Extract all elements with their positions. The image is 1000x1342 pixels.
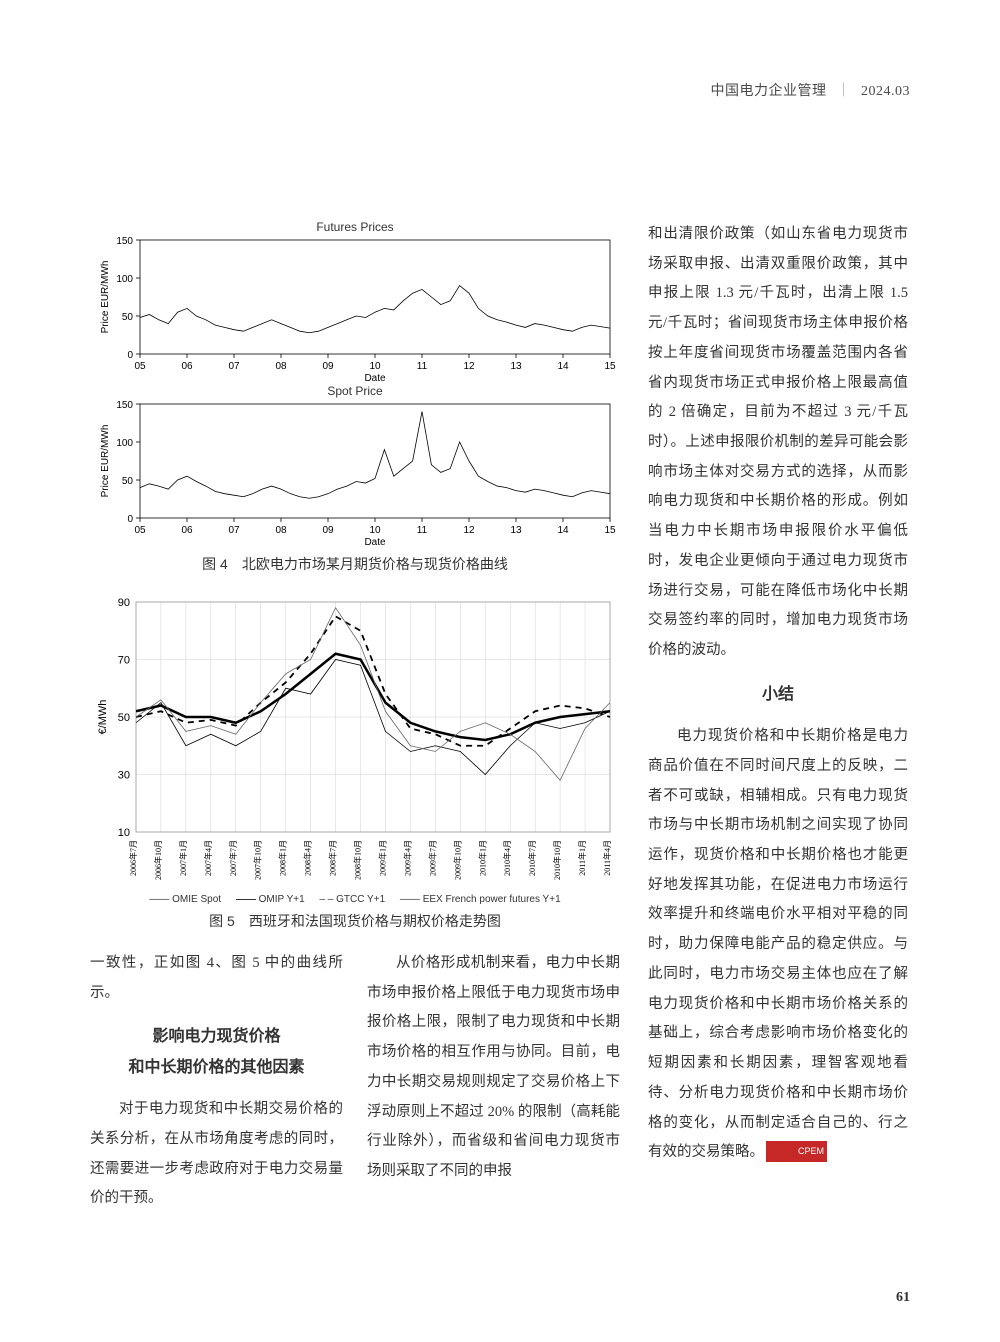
svg-text:2007年1月: 2007年1月	[178, 840, 188, 876]
mid-para-1: 从价格形成机制来看，电力中长期市场申报价格上限低于电力现货市场申报价格上限，限制…	[367, 949, 620, 1187]
svg-text:13: 13	[510, 525, 522, 536]
svg-text:70: 70	[118, 655, 130, 667]
svg-text:06: 06	[181, 525, 193, 536]
fig4-caption: 图 4 北欧电力市场某月期货价格与现货价格曲线	[90, 554, 620, 574]
svg-text:08: 08	[275, 361, 287, 372]
fig4-panel1-title: Futures Prices	[90, 220, 620, 234]
svg-text:14: 14	[557, 361, 569, 372]
figure-4: Futures Prices 0501001500506070809101112…	[90, 220, 620, 574]
svg-text:13: 13	[510, 361, 522, 372]
fig4-futures-chart: 0 50 100 150 05 06 07 08 09 10 11 12 13 14 15 Price EUR…	[90, 234, 620, 384]
svg-text:Price EUR/MWh: Price EUR/MWh	[100, 261, 111, 334]
svg-text:100: 100	[116, 274, 133, 285]
svg-text:2011年4月: 2011年4月	[602, 840, 612, 876]
svg-text:11: 11	[417, 525, 428, 536]
svg-text:2010年4月: 2010年4月	[502, 840, 512, 876]
fig4-spot-chart: 0 50 100 150 05 06 07 08 09 10 11 12 13 14 15 Price EUR…	[90, 398, 620, 548]
fig4-panel2-title: Spot Price	[90, 384, 620, 398]
svg-text:10: 10	[118, 827, 130, 839]
svg-text:10: 10	[369, 361, 381, 372]
svg-text:2006年10月: 2006年10月	[153, 840, 163, 880]
fig5-legend: —— OMIE Spot —— OMIP Y+1 – – GTCC Y+1 ——…	[90, 894, 620, 905]
right-column: 和出清限价政策（如山东省电力现货市场采取申报、出清双重限价政策，其中申报上限 1…	[648, 220, 908, 1214]
svg-text:14: 14	[557, 525, 569, 536]
svg-text:2007年7月: 2007年7月	[228, 840, 238, 876]
svg-text:50: 50	[122, 476, 134, 487]
intro-line: 一致性，正如图 4、图 5 中的曲线所示。	[90, 949, 343, 1008]
svg-text:Price EUR/MWh: Price EUR/MWh	[100, 425, 111, 498]
svg-text:2008年1月: 2008年1月	[278, 840, 288, 876]
svg-text:07: 07	[228, 361, 240, 372]
svg-text:150: 150	[116, 400, 133, 411]
legend-omip: —— OMIP Y+1	[236, 894, 305, 905]
svg-text:15: 15	[604, 525, 616, 536]
svg-text:05: 05	[134, 525, 146, 536]
svg-text:06: 06	[181, 361, 193, 372]
svg-text:2011年1月: 2011年1月	[577, 840, 587, 876]
svg-text:0: 0	[127, 350, 133, 361]
lower-left-col: 一致性，正如图 4、图 5 中的曲线所示。 影响电力现货价格 和中长期价格的其他…	[90, 949, 343, 1214]
header-separator: ｜	[837, 84, 852, 99]
svg-text:2009年1月: 2009年1月	[377, 840, 387, 876]
svg-text:30: 30	[118, 770, 130, 782]
svg-text:90: 90	[118, 597, 130, 609]
section-heading-factors: 影响电力现货价格 和中长期价格的其他因素	[90, 1022, 343, 1083]
svg-text:2010年7月: 2010年7月	[527, 840, 537, 876]
svg-text:12: 12	[463, 361, 475, 372]
page-number: 61	[896, 1290, 910, 1306]
svg-text:2009年10月: 2009年10月	[452, 840, 462, 880]
legend-omie-spot: —— OMIE Spot	[149, 894, 221, 905]
page-header: 中国电力企业管理 ｜ 2024.03	[90, 80, 910, 100]
figure-5: 10 30 50 70 90 2006年7月 2006年10月 2007年1月 2007年4月 2…	[90, 592, 620, 931]
svg-text:08: 08	[275, 525, 287, 536]
svg-text:50: 50	[118, 712, 130, 724]
cpem-badge: CPEM	[766, 1141, 827, 1161]
svg-text:07: 07	[228, 525, 240, 536]
svg-text:15: 15	[604, 361, 616, 372]
svg-text:2006年7月: 2006年7月	[128, 840, 138, 876]
svg-text:2010年10月: 2010年10月	[552, 840, 562, 880]
svg-text:2008年4月: 2008年4月	[303, 840, 313, 876]
svg-text:100: 100	[116, 438, 133, 449]
svg-text:2009年4月: 2009年4月	[402, 840, 412, 876]
journal-name: 中国电力企业管理	[711, 84, 827, 99]
fig5-caption: 图 5 西班牙和法国现货价格与期权价格走势图	[90, 911, 620, 931]
svg-text:2007年10月: 2007年10月	[253, 840, 263, 880]
right-para-1: 和出清限价政策（如山东省电力现货市场采取申报、出清双重限价政策，其中申报上限 1…	[648, 220, 908, 666]
svg-text:Date: Date	[364, 537, 386, 548]
svg-text:2010年1月: 2010年1月	[477, 840, 487, 876]
left-para-1: 对于电力现货和中长期交易价格的关系分析，在从市场角度考虑的同时，还需要进一步考虑…	[90, 1095, 343, 1214]
svg-text:0: 0	[127, 514, 133, 525]
svg-text:12: 12	[463, 525, 475, 536]
lower-text-columns: 一致性，正如图 4、图 5 中的曲线所示。 影响电力现货价格 和中长期价格的其他…	[90, 949, 620, 1214]
svg-text:09: 09	[322, 361, 334, 372]
svg-text:50: 50	[122, 312, 134, 323]
svg-text:11: 11	[417, 361, 428, 372]
svg-text:05: 05	[134, 361, 146, 372]
svg-text:€/MWh: €/MWh	[97, 700, 109, 735]
svg-text:2008年7月: 2008年7月	[328, 840, 338, 876]
right-para-2: 电力现货价格和中长期价格是电力商品价值在不同时间尺度上的反映，二者不可或缺，相辅…	[648, 722, 908, 1168]
svg-text:150: 150	[116, 236, 133, 247]
svg-text:09: 09	[322, 525, 334, 536]
issue-date: 2024.03	[861, 84, 910, 99]
svg-text:Date: Date	[364, 373, 386, 384]
svg-text:2008年10月: 2008年10月	[353, 840, 363, 880]
lower-mid-col: 从价格形成机制来看，电力中长期市场申报价格上限低于电力现货市场申报价格上限，限制…	[367, 949, 620, 1214]
svg-text:2009年7月: 2009年7月	[427, 840, 437, 876]
svg-text:10: 10	[369, 525, 381, 536]
legend-eex: —— EEX French power futures Y+1	[400, 894, 561, 905]
svg-text:2007年4月: 2007年4月	[203, 840, 213, 876]
legend-gtcc: – – GTCC Y+1	[319, 894, 385, 905]
section-heading-summary: 小结	[648, 680, 908, 710]
fig5-chart: 10 30 50 70 90 2006年7月 2006年10月 2007年1月 2007年4月 2…	[90, 592, 620, 892]
